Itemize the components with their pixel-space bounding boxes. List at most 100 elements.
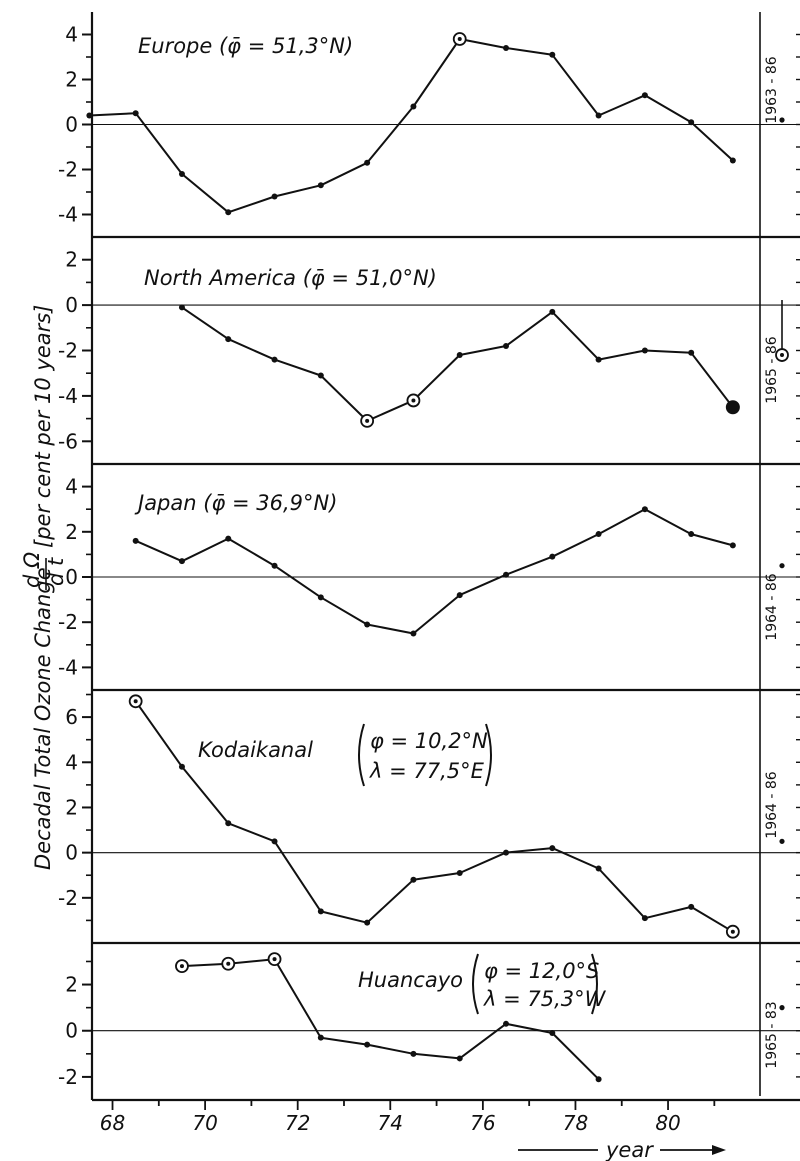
y-tick-label: -2 [58,610,78,634]
data-point [642,348,648,354]
period-label: 1965 - 83 [764,1001,780,1068]
y-axis-label-main: Decadal Total Ozone Change [31,567,55,870]
data-point [410,631,416,637]
period-label: 1964 - 86 [764,771,780,838]
coord-paren-left [473,954,478,1014]
data-point [730,158,736,164]
data-point [133,110,139,116]
data-point [688,119,694,125]
panel-huancayo: -2021965 - 83Huancayo φ = 12,0°Sλ = 75,3°… [58,943,800,1089]
data-point [272,838,278,844]
y-axis-label-fraction-num: d Ω [20,552,44,588]
y-tick-label: 2 [65,973,78,997]
data-point [688,350,694,356]
data-point [225,209,231,215]
data-point [179,304,185,310]
y-tick-label: 2 [65,795,78,819]
panel-title: Kodaikanal [198,738,313,762]
data-point-center [731,930,735,934]
x-tick-label: 70 [192,1111,217,1135]
data-point [549,845,555,851]
x-tick-label: 76 [470,1111,495,1135]
x-tick-label: 68 [100,1111,125,1135]
data-point [457,592,463,598]
longterm-point [779,117,784,122]
data-point [318,182,324,188]
y-tick-label: -2 [58,1065,78,1089]
data-point [688,531,694,537]
series-line-north-america [182,307,733,421]
data-point [272,194,278,200]
y-tick-label: 0 [65,113,78,137]
data-point [549,52,555,58]
data-point [179,764,185,770]
longterm-point-center [780,353,784,357]
y-tick-label: -4 [58,655,78,679]
y-tick-label: 4 [65,475,78,499]
longterm-point [779,1005,784,1010]
data-point-large [726,400,740,414]
y-tick-label: -6 [58,429,78,453]
data-point [503,45,509,51]
data-point [642,506,648,512]
x-axis-label-arrowhead [712,1145,726,1155]
data-point [457,1055,463,1061]
y-tick-label: 2 [65,520,78,544]
y-tick-label: 0 [65,1019,78,1043]
panel-europe: -4 -2 0 2 4 1963 - 86 Europe (φ̄ = 51,3°N) [58,23,800,227]
data-point [318,372,324,378]
data-point [457,870,463,876]
series-line-japan [136,509,733,633]
data-point [225,336,231,342]
series-line-europe [89,39,733,212]
data-point [503,343,509,349]
y-tick-label: -2 [58,886,78,910]
y-tick-label: 2 [65,68,78,92]
data-point [642,915,648,921]
y-tick-label: 2 [65,248,78,272]
x-axis-label: year [605,1138,654,1161]
data-point [318,594,324,600]
y-tick-label: 6 [65,705,78,729]
data-point [410,104,416,110]
x-tick-label: 80 [655,1111,680,1135]
data-point [410,1051,416,1057]
data-point [364,1042,370,1048]
coord-longitude: λ = 77,5°E [369,759,485,783]
data-point [596,357,602,363]
data-point [549,554,555,560]
panel-north-america: -6 -4 -2 0 2 1965 - 86 North America (φ̄ = 51,… [58,237,800,453]
data-point [410,877,416,883]
data-point [225,536,231,542]
coord-latitude: φ = 10,2°N [370,729,488,753]
longterm-point [779,839,784,844]
x-tick-label: 72 [285,1111,310,1135]
panel-title: Huancayo [358,968,463,992]
data-point-center [273,957,277,961]
data-point [596,1076,602,1082]
panel-title: Japan (φ̄ = 36,9°N) [134,491,337,515]
data-point [596,113,602,119]
y-tick-label: -4 [58,203,78,227]
panel-japan: -4-20241964 - 86Japan (φ̄ = 36,9°N) [58,464,800,679]
data-point-center [226,962,230,966]
data-point [272,563,278,569]
data-point [730,542,736,548]
data-point [364,160,370,166]
data-point [642,92,648,98]
y-tick-label: -2 [58,158,78,182]
data-point [225,820,231,826]
panel-title: Europe (φ̄ = 51,3°N) [138,34,353,58]
y-tick-label: -4 [58,384,78,408]
data-point-center [458,37,462,41]
data-point [596,531,602,537]
data-point [364,920,370,926]
data-point [596,865,602,871]
data-point-center [365,419,369,423]
x-axis: 68 70 72 74 76 78 80 [92,1100,800,1135]
data-point [688,904,694,910]
y-tick-label: 0 [65,293,78,317]
data-point [549,309,555,315]
y-tick-label: 4 [65,750,78,774]
